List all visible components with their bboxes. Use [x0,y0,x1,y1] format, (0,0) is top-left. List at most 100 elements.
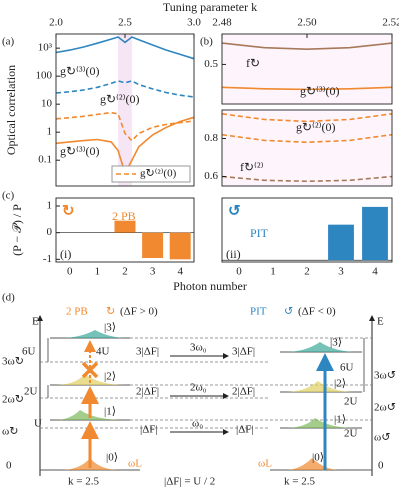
y-tick-label: 1 [47,200,53,212]
plot-area [222,43,392,89]
diagram-label: k = 2.5 [284,476,315,488]
axes-frame [55,33,195,187]
y-axis-label: Optical correlation [4,65,18,155]
x-tick-label: 2.5 [118,17,132,29]
line-series [222,114,392,122]
x-tick-label: 1 [95,266,101,278]
plot-area [222,114,392,182]
diagram-label: 2U [344,396,358,408]
diagram-label: 3ω↺ [374,370,396,382]
diagram-label: |0⟩ [106,452,118,464]
series-label: f↻ [246,56,260,70]
annotation: 2 PB [112,209,136,223]
diagram-label: U [34,418,42,430]
axes-frame [221,109,393,187]
diagram-label: |2⟩ [104,371,116,383]
panel-label: (d) [2,292,15,304]
x-tick-label: 2.0 [49,17,63,29]
diagram-label: |2⟩ [334,378,346,390]
shaded-span [118,34,132,186]
diagram-label: |0⟩ [312,452,324,464]
x-tick-label: 2.48 [212,17,232,29]
y-tick-label: 0.5 [204,58,218,70]
x-tick-label: 4 [177,266,183,278]
plot-background [222,110,392,186]
diagram-label: E [377,316,384,328]
annotation: (ii) [226,247,241,261]
y-tick-label: -1 [43,253,52,265]
annotation: ↺ [228,203,241,219]
diagram-label: 3|ΔF| [232,346,255,358]
x-tick-label: 4 [372,266,378,278]
line-series [56,81,194,97]
diagram-label: |1⟩ [334,414,346,426]
diagram-label: |ΔF| [236,424,254,436]
diagram-label: ↺ [284,306,293,318]
x-tick-label: 0 [67,266,73,278]
diagram-label: 2 PB [66,306,88,318]
line-series [56,37,194,59]
legend-label: g↻⁽²⁾(0) [140,168,177,180]
line-series [222,87,392,89]
diagram-label: 0 [378,460,384,472]
series-label: f↻⁽²⁾ [240,160,264,174]
diagram-label: 3|ΔF| [136,346,159,358]
x-tick-label: 1 [270,266,276,278]
y-tick-label: 10 [41,98,53,110]
panel-label: (b) [200,36,213,48]
diagram-label: |3⟩ [330,337,342,349]
diagram-label: ω↺ [374,432,390,444]
diagram-label: |ΔF| = U / 2 [164,476,215,488]
series-label: g↻⁽³⁾(0) [60,64,100,78]
diagram-label: 6U [22,346,36,358]
x-axis-label: Tuning parameter k [163,0,257,14]
x-tick-label: 2.52 [382,17,399,29]
line-series [222,135,392,143]
axes-frame [55,197,195,263]
diagram-label: 3ω↻ [2,356,24,368]
diagram-label: 2ω₀ [190,382,207,394]
diagram-label: (ΔF > 0) [120,306,158,318]
bar [169,232,191,260]
axes-frame [221,197,393,263]
diagram-label: 3ω₀ [190,342,207,354]
series-label: g↻⁽²⁾(0) [296,120,336,134]
x-tick-label: 3 [338,266,344,278]
bar [328,224,354,261]
series-label: g↻⁽³⁾(0) [300,84,340,98]
diagram-label: |3⟩ [104,322,116,334]
panel-label: (a) [2,36,15,48]
diagram-label: E [32,316,39,328]
y-tick-label: 10³ [38,42,53,54]
diagram-label: PIT [250,306,267,318]
diagram-label: 2|ΔF| [232,386,255,398]
axes-frame [221,33,393,105]
diagram-label: |ΔF| [140,424,158,436]
x-tick-label: 2 [304,266,310,278]
diagram-label: |1⟩ [104,406,116,418]
diagram-label: 2ω↻ [2,394,24,406]
diagram-label: 2U [344,428,358,440]
y-tick-label: 1 [47,126,53,138]
bar [114,220,136,233]
diagram-label: k = 2.5 [68,476,99,488]
panel-label: (c) [2,190,15,202]
bar [362,206,388,261]
line-series [56,113,194,141]
y-tick-label: 100 [36,70,53,82]
y-tick-label: 0.6 [204,170,218,182]
y-tick-label: 0.8 [204,132,218,144]
y-tick-label: 0 [47,226,53,238]
diagram-label: 2ω↺ [374,402,396,414]
x-tick-label: 2 [122,266,128,278]
diagram-label: 6U [340,362,354,374]
diagram-label: ωL [258,458,272,470]
diagram-label: 2|ΔF| [136,386,159,398]
diagram-label: (ΔF < 0) [298,306,336,318]
x-tick-label: 3 [150,266,156,278]
y-axis-label: (P − 𝒫) / P [10,204,24,256]
x-tick-label: 3.0 [187,17,201,29]
diagram-label: 2U [24,386,38,398]
diagram-label: 0 [6,460,12,472]
